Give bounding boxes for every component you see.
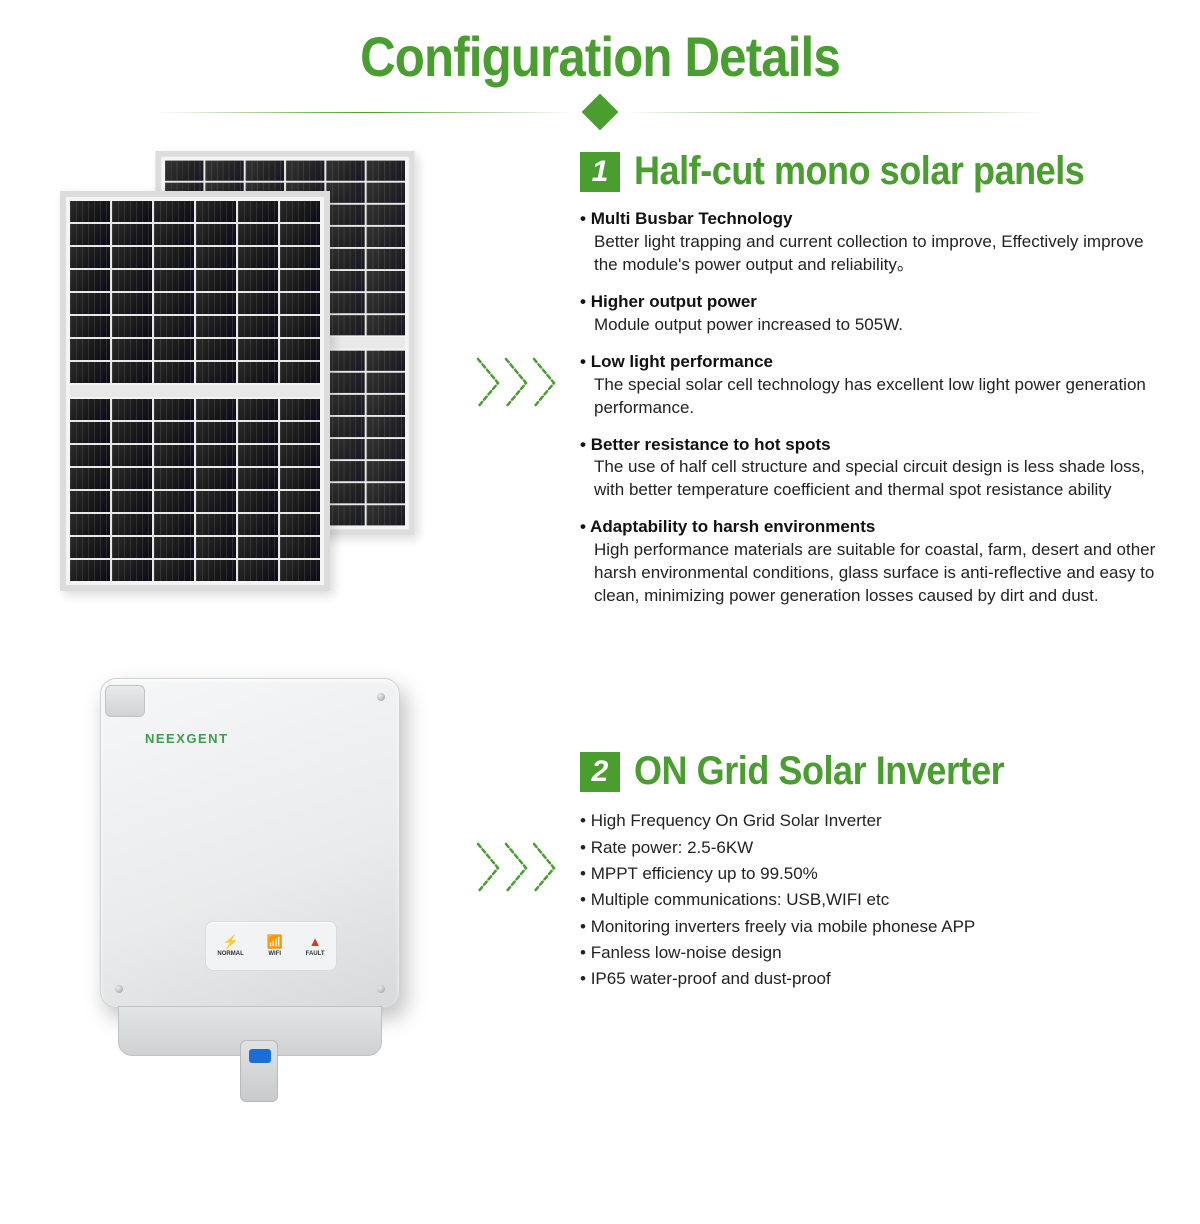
feature-desc: Module output power increased to 505W.	[580, 314, 1160, 337]
indicator-panel: ⚡ NORMAL 📶 WIFI ▲ FAULT	[205, 921, 337, 971]
indicator-icon: ▲	[309, 935, 322, 948]
indicator-label: WIFI	[268, 951, 281, 957]
screw-icon	[377, 693, 385, 701]
indicator-icon: 📶	[267, 935, 283, 948]
section-1-title: Half-cut mono solar panels	[634, 149, 1084, 194]
list-item: Rate power: 2.5-6KW	[580, 835, 1160, 861]
panel-grid	[70, 399, 320, 581]
feature-desc: Better light trapping and current collec…	[580, 231, 1160, 277]
screw-icon	[377, 985, 385, 993]
feature-desc: The special solar cell technology has ex…	[580, 374, 1160, 420]
feature-item: Multi Busbar TechnologyBetter light trap…	[580, 208, 1160, 277]
inverter-image: NEEXGENT ⚡ NORMAL 📶 WIFI ▲ FAULT	[40, 658, 460, 1078]
feature-list-1: Multi Busbar TechnologyBetter light trap…	[580, 208, 1160, 608]
arrow-icon	[470, 838, 570, 898]
indicator: 📶 WIFI	[267, 935, 283, 957]
indicator: ⚡ NORMAL	[217, 935, 243, 957]
divider-line-left	[155, 112, 575, 113]
inverter-brand: NEEXGENT	[145, 731, 229, 746]
panel-grid	[70, 201, 320, 383]
section-2-title: ON Grid Solar Inverter	[634, 749, 1004, 794]
section-2-text: 2 ON Grid Solar Inverter High Frequency …	[580, 743, 1160, 992]
list-item: Multiple communications: USB,WIFI etc	[580, 887, 1160, 913]
indicator-icon: ⚡	[223, 935, 239, 948]
feature-title: Higher output power	[580, 291, 1160, 314]
inverter-dongle	[240, 1040, 278, 1102]
feature-desc: The use of half cell structure and speci…	[580, 456, 1160, 502]
list-item: High Frequency On Grid Solar Inverter	[580, 808, 1160, 834]
feature-title: Low light performance	[580, 351, 1160, 374]
list-item: Fanless low-noise design	[580, 940, 1160, 966]
title-divider	[0, 99, 1200, 125]
list-item: MPPT efficiency up to 99.50%	[580, 861, 1160, 887]
inverter-body: NEEXGENT ⚡ NORMAL 📶 WIFI ▲ FAULT	[100, 678, 400, 1008]
section-solar-panels: 1 Half-cut mono solar panels Multi Busba…	[0, 143, 1200, 622]
feature-item: Adaptability to harsh environmentsHigh p…	[580, 516, 1160, 608]
solar-panel-front	[60, 191, 330, 591]
page-title: Configuration Details	[72, 24, 1128, 89]
feature-item: Low light performanceThe special solar c…	[580, 351, 1160, 420]
arrow-icon	[470, 353, 570, 413]
feature-title: Better resistance to hot spots	[580, 434, 1160, 457]
divider-diamond-icon	[582, 94, 619, 131]
indicator: ▲ FAULT	[306, 935, 325, 957]
divider-line-right	[625, 112, 1045, 113]
badge-1: 1	[580, 152, 620, 192]
indicator-label: NORMAL	[217, 951, 243, 957]
feature-item: Better resistance to hot spotsThe use of…	[580, 434, 1160, 503]
solar-panels-image	[40, 143, 460, 603]
feature-title: Multi Busbar Technology	[580, 208, 1160, 231]
inverter-hinge	[105, 685, 145, 717]
feature-desc: High performance materials are suitable …	[580, 539, 1160, 608]
badge-2: 2	[580, 752, 620, 792]
section-1-text: 1 Half-cut mono solar panels Multi Busba…	[580, 143, 1160, 622]
bullet-list-2: High Frequency On Grid Solar InverterRat…	[580, 808, 1160, 992]
chevrons-icon	[470, 838, 570, 898]
chevrons-icon	[470, 353, 570, 413]
indicator-label: FAULT	[306, 951, 325, 957]
feature-title: Adaptability to harsh environments	[580, 516, 1160, 539]
list-item: IP65 water-proof and dust-proof	[580, 966, 1160, 992]
screw-icon	[115, 985, 123, 993]
list-item: Monitoring inverters freely via mobile p…	[580, 914, 1160, 940]
feature-item: Higher output powerModule output power i…	[580, 291, 1160, 337]
section-inverter: NEEXGENT ⚡ NORMAL 📶 WIFI ▲ FAULT 2 ON Grid So…	[0, 658, 1200, 1078]
